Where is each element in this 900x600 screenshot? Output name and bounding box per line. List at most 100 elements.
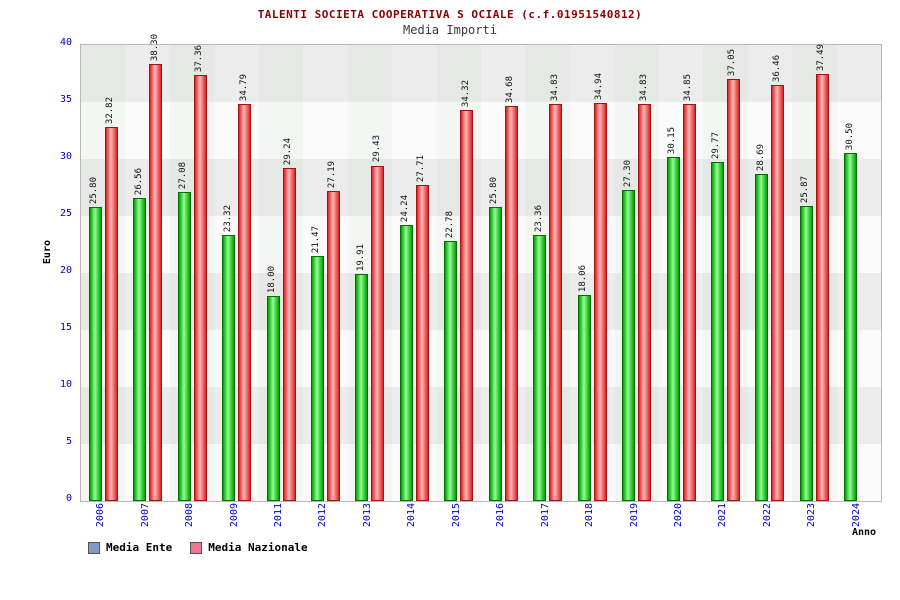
bar-media-ente-2023: [799, 206, 813, 501]
y-tick-label-5: 5: [65, 436, 72, 447]
legend-swatch-media-ente: [88, 541, 100, 554]
bar-media-ente-2020: [666, 157, 680, 501]
x-tick-label-2016: 2016: [495, 503, 507, 528]
x-tick-label-2011: 2011: [273, 503, 284, 528]
bar-media-nazionale-2014: [415, 185, 429, 501]
bar-value-label: 38.30: [149, 34, 160, 62]
bar-value-label: 25.87: [800, 176, 811, 204]
legend-label-media-nazionale: Media Nazionale: [208, 541, 308, 554]
x-tick-label-2020: 2020: [673, 503, 684, 528]
bar-value-label: 27.30: [622, 159, 633, 187]
x-tick-label-2012: 2012: [317, 503, 329, 528]
y-tick-label-25: 25: [59, 208, 72, 219]
bar-value-label: 25.80: [489, 176, 500, 204]
bar-value-label: 25.80: [89, 176, 100, 204]
bar-value-label: 21.47: [311, 226, 322, 254]
bar-value-label: 18.00: [267, 265, 277, 293]
bar-value-label: 22.78: [444, 211, 455, 239]
bar-media-ente-2019: [622, 189, 636, 501]
x-tick-label-2015: 2015: [450, 503, 462, 528]
y-tick-label-20: 20: [59, 265, 72, 276]
bar-value-label: 23.36: [533, 204, 544, 232]
legend-label-media-ente: Media Ente: [106, 541, 173, 554]
bar-media-nazionale-2007: [149, 64, 163, 501]
y-tick-label-35: 35: [59, 94, 72, 105]
bar-media-nazionale-2015: [460, 109, 474, 501]
bar-media-nazionale-2013: [371, 165, 385, 501]
bar-value-label: 30.50: [844, 123, 855, 151]
bar-value-label: 24.24: [400, 194, 411, 222]
bar-media-nazionale-2008: [193, 75, 207, 501]
bar-media-nazionale-2020: [682, 103, 696, 501]
bar-value-label: 19.91: [355, 243, 366, 272]
x-tick-label-2007: 2007: [139, 503, 151, 528]
bar-value-label: 23.32: [222, 205, 233, 233]
bar-media-ente-2016: [488, 206, 502, 501]
chart-subtitle: Media Importi: [403, 23, 497, 37]
legend-swatch-media-nazionale: [190, 541, 203, 554]
bar-media-ente-2022: [755, 173, 769, 501]
bar-media-ente-2009: [222, 235, 236, 501]
x-tick-label-2024: 2024: [850, 503, 862, 528]
bar-value-label: 27.19: [327, 160, 338, 189]
bar-media-nazionale-2017: [549, 103, 563, 501]
bar-media-ente-2021: [710, 161, 724, 501]
bar-media-nazionale-2006: [104, 126, 118, 501]
x-tick-label-2008: 2008: [184, 503, 196, 528]
bar-media-nazionale-2011: [282, 167, 296, 501]
bar-value-label: 28.69: [755, 143, 766, 171]
y-tick-label-30: 30: [59, 151, 72, 162]
bar-media-ente-2011: [266, 295, 280, 501]
x-axis-labels: 2006 2007 2008 2009 2011 2012 2013 2014 2015 2016…: [0, 503, 900, 543]
y-tick-label-10: 10: [59, 379, 72, 390]
bar-value-label: 37.36: [194, 45, 205, 73]
chart-title: TALENTI SOCIETA COOPERATIVA S OCIALE (c.…: [257, 8, 643, 21]
x-axis-title: Anno: [852, 527, 877, 538]
bar-media-nazionale-2012: [326, 191, 340, 501]
bar-value-label: 37.49: [816, 43, 827, 71]
x-tick-label-2013: 2013: [361, 503, 373, 528]
bar-media-nazionale-2022: [771, 85, 785, 501]
bar-value-label: 30.15: [667, 127, 677, 155]
bar-value-label: 27.71: [416, 155, 427, 183]
bar-value-label: 37.05: [727, 48, 738, 76]
bar-value-label: 32.82: [105, 96, 116, 124]
x-tick-label-2014: 2014: [406, 503, 418, 528]
y-axis-labels: 0 5 10 15 20 25 30 35 40: [0, 0, 76, 600]
plot-area: 25.80 32.82 26.56 38.30 27.08 37.36 23.32 34.79…: [80, 34, 882, 502]
bar-media-nazionale-2018: [593, 102, 607, 501]
y-tick-label-0: 0: [65, 493, 72, 504]
x-tick-label-2019: 2019: [628, 503, 640, 528]
x-tick-label-2023: 2023: [806, 503, 818, 528]
bar-media-nazionale-2021: [726, 78, 740, 501]
y-tick-label-40: 40: [59, 37, 72, 48]
bar-value-label: 34.94: [594, 72, 605, 100]
bar-media-ente-2014: [399, 224, 413, 501]
x-tick-label-2018: 2018: [584, 503, 596, 528]
bar-value-label: 27.08: [178, 162, 189, 190]
bar-media-ente-2018: [577, 295, 591, 501]
bar-media-nazionale-2016: [504, 105, 518, 501]
x-tick-label-2021: 2021: [717, 503, 729, 528]
bar-media-ente-2017: [533, 234, 547, 501]
bar-media-ente-2015: [444, 241, 458, 501]
bar-value-label: 34.83: [549, 73, 560, 101]
y-tick-label-15: 15: [59, 322, 72, 333]
bar-value-label: 34.83: [638, 73, 649, 101]
bar-media-ente-2008: [177, 192, 191, 501]
bar-value-label: 34.85: [683, 73, 693, 101]
bar-value-label: 29.24: [283, 137, 293, 165]
x-tick-label-2009: 2009: [228, 503, 240, 528]
bar-value-label: 34.68: [505, 75, 516, 103]
bar-value-label: 26.56: [133, 168, 144, 196]
bar-media-ente-2013: [355, 274, 369, 501]
bar-media-nazionale-2019: [638, 103, 652, 501]
bar-media-ente-2012: [310, 256, 324, 501]
bar-media-ente-2006: [88, 206, 102, 501]
bar-media-nazionale-2023: [815, 73, 829, 501]
bar-value-label: 34.32: [460, 79, 471, 107]
bar-value-label: 29.43: [371, 135, 382, 163]
bar-media-ente-2007: [133, 198, 147, 501]
x-tick-label-2006: 2006: [95, 503, 107, 528]
